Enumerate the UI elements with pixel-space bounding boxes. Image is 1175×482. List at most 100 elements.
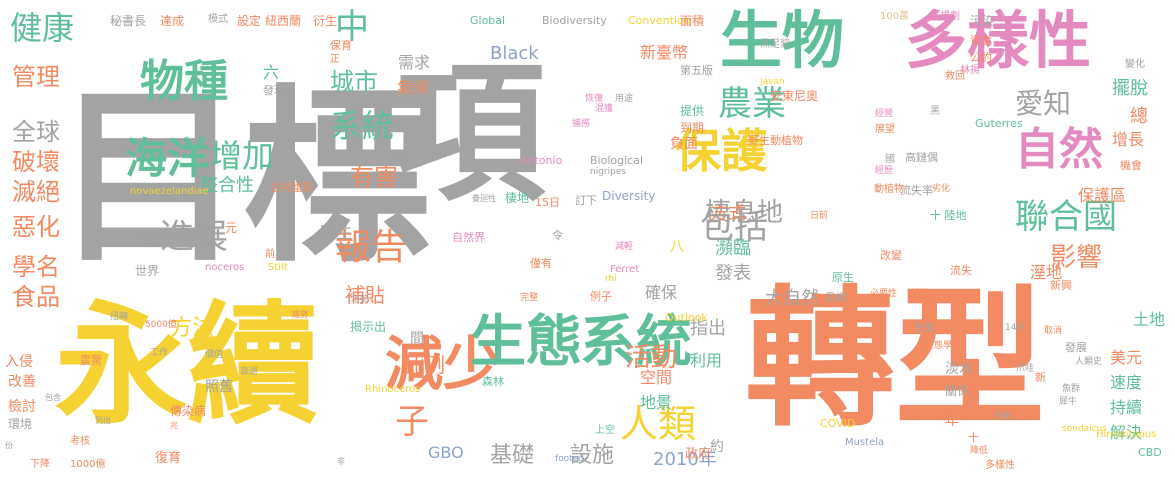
cloud-word: 發現 (263, 84, 285, 97)
cloud-word: 方法 (170, 316, 215, 341)
cloud-word: 黑 (930, 106, 940, 117)
cloud-word: 達成 (160, 14, 185, 28)
cloud-word: 城市 (330, 68, 378, 96)
cloud-word: 檢討 (8, 399, 36, 415)
cloud-word: sondaicus (1062, 424, 1107, 434)
cloud-word: 日前 (810, 211, 829, 221)
cloud-word: 令 (552, 229, 563, 242)
cloud-word: 破壞 (12, 148, 60, 176)
cloud-word: Black (490, 43, 539, 64)
cloud-word: COVID (820, 417, 856, 430)
cloud-word: 紐西蘭 (265, 14, 302, 28)
cloud-word: 傳染病 (170, 404, 207, 418)
cloud-word: 確保 (645, 283, 678, 302)
cloud-word: 例子 (590, 290, 612, 303)
cloud-word: 新 (1035, 371, 1046, 384)
cloud-word: 設施 (570, 443, 615, 468)
cloud-word: 模式 (208, 14, 228, 25)
cloud-word: 經歷 (875, 166, 894, 176)
cloud-word: 14兆 (1005, 323, 1026, 333)
cloud-word: 原生 (832, 271, 854, 284)
cloud-word: 農業 (718, 84, 786, 124)
cloud-word: 進展 (160, 217, 228, 257)
cloud-word: 世界 (135, 264, 160, 278)
cloud-word: 島嶼 (825, 291, 847, 304)
cloud-word: 發表 (715, 263, 751, 284)
cloud-word: 取消 (1044, 326, 1063, 336)
cloud-word: 多樣性 (985, 460, 1015, 471)
cloud-word: 工作 (150, 348, 169, 358)
cloud-word: 子 (395, 402, 429, 442)
cloud-word: 安東尼奧 (770, 89, 819, 103)
cloud-word: 兆 (170, 421, 178, 430)
cloud-word: 項 (395, 48, 546, 222)
cloud-word: 15日 (535, 196, 560, 209)
cloud-word: 方式 (710, 203, 746, 224)
cloud-word: 棲地 (505, 191, 530, 205)
cloud-word: 秘書長 (110, 14, 147, 28)
cloud-word: 份 (5, 441, 13, 450)
cloud-word: 消費 (140, 234, 167, 249)
cloud-word: Stilt (268, 262, 288, 273)
cloud-word: 包含 (45, 393, 61, 402)
cloud-word: 增加 (210, 137, 275, 175)
cloud-word: 100萬 (880, 11, 910, 22)
cloud-word: 溼地 (1030, 263, 1063, 282)
cloud-word: 資金 (970, 34, 992, 47)
cloud-word: 十 (968, 431, 979, 444)
cloud-word: 物種 (140, 56, 228, 107)
cloud-word: 犀牛 (1059, 397, 1078, 407)
cloud-word: 生物 (720, 4, 845, 77)
cloud-word: 野生動植物 (748, 134, 803, 147)
cloud-word: 負面 (670, 136, 698, 152)
cloud-word: 活動 (625, 343, 678, 373)
cloud-word: 食品 (12, 283, 60, 311)
cloud-word: 生態 (470, 310, 582, 375)
cloud-word: 海洋 (125, 134, 210, 183)
cloud-word: 林揚 (960, 65, 980, 76)
cloud-word: 增長 (1112, 130, 1145, 149)
cloud-word: 爪哇 (1016, 364, 1035, 374)
cloud-word: 總 (1130, 106, 1148, 127)
cloud-word: 多樣性 (905, 4, 1092, 77)
cloud-word: 瀕臨 (715, 238, 751, 259)
cloud-word: 機會 (1120, 159, 1142, 172)
cloud-word: Biodiversity (542, 14, 607, 27)
cloud-word: 間 (410, 331, 424, 347)
cloud-word: Biological (590, 154, 644, 167)
cloud-word: 考核 (70, 436, 90, 447)
cloud-word: 棲息地 (705, 198, 784, 228)
cloud-word: 面積 (680, 14, 705, 28)
cloud-word: 減輕 (615, 242, 634, 252)
cloud-word: 改變 (880, 249, 902, 262)
cloud-word: 混獲 (595, 104, 614, 114)
cloud-word: 年 (945, 413, 959, 429)
cloud-word: 包括 (700, 207, 768, 247)
cloud-word: rhi (605, 274, 617, 284)
cloud-word: 流失率 (900, 184, 933, 197)
cloud-word: 魚群 (1062, 384, 1081, 394)
cloud-word: 淡水 (945, 361, 973, 377)
cloud-word: 生態 (915, 323, 935, 334)
cloud-word: 完整 (520, 293, 539, 303)
cloud-word: 改善 (8, 374, 36, 390)
cloud-word: novaezelandiae (130, 186, 209, 197)
cloud-word: 人類史 (1075, 357, 1103, 367)
cloud-word: 土地 (1133, 310, 1166, 329)
cloud-word: 系統 (580, 310, 692, 375)
cloud-word: 聯合國 (1015, 197, 1117, 237)
cloud-word: 依賴 (995, 411, 1011, 420)
cloud-word: 國 (885, 154, 895, 165)
cloud-word: 捕撈 (572, 119, 591, 129)
cloud-word: 古特雷斯 (270, 181, 314, 194)
cloud-word: 降低 (970, 446, 989, 456)
cloud-word: 僅有 (530, 257, 552, 270)
cloud-word: 野生 (320, 223, 353, 242)
cloud-word: 第五版 (680, 64, 713, 77)
cloud-word: 保育 (330, 39, 352, 52)
cloud-word: Antonio (520, 154, 563, 167)
cloud-word: 揭示出 (350, 320, 387, 334)
cloud-word: 減少 (385, 330, 502, 398)
cloud-word: 報告 (335, 227, 408, 268)
